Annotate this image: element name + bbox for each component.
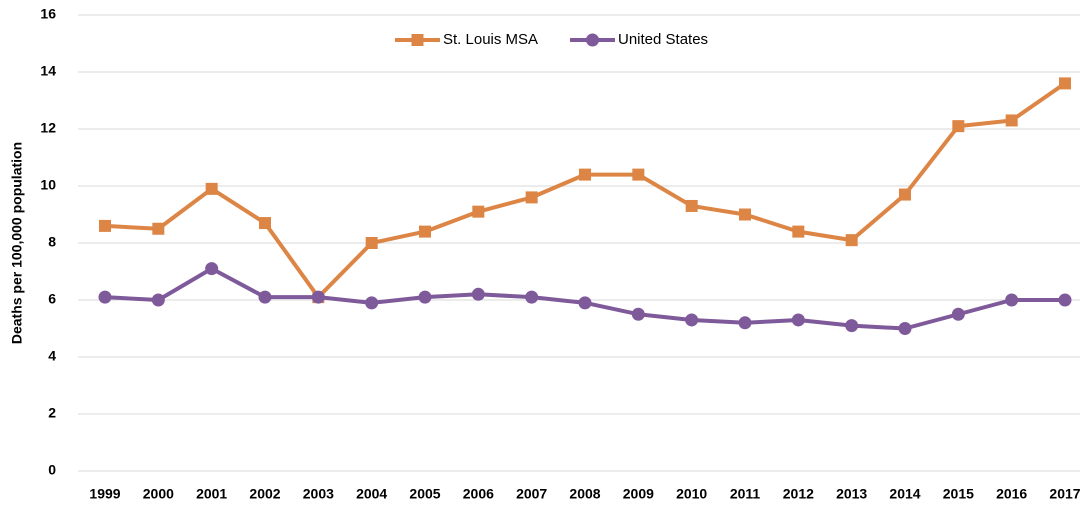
marker <box>632 168 645 181</box>
series-line <box>104 81 1067 300</box>
marker <box>525 191 538 204</box>
marker <box>952 120 965 133</box>
x-tick-label: 2010 <box>676 486 707 502</box>
marker <box>525 290 539 304</box>
marker <box>419 225 431 238</box>
marker <box>471 287 485 301</box>
x-tick-label: 2002 <box>249 486 280 502</box>
x-tick-label: 2001 <box>196 486 227 502</box>
x-tick-label: 2005 <box>409 486 440 502</box>
marker <box>791 313 805 327</box>
marker <box>1058 293 1072 307</box>
x-tick-label: 2007 <box>516 486 547 502</box>
legend-text: United States <box>618 31 708 48</box>
marker <box>311 290 325 304</box>
x-tick-label: 2003 <box>303 486 334 502</box>
marker <box>951 307 965 321</box>
x-tick-label: 2000 <box>143 486 174 502</box>
x-tick-label: 2008 <box>569 486 600 502</box>
x-tick-label: 2004 <box>356 486 387 502</box>
y-tick-label: 6 <box>48 291 56 307</box>
legend-marker <box>586 33 599 47</box>
y-tick-label: 14 <box>40 63 56 79</box>
marker <box>738 316 752 330</box>
marker <box>685 199 698 212</box>
x-tick-label: 2011 <box>730 486 761 502</box>
marker <box>685 313 699 327</box>
marker <box>418 290 432 304</box>
marker <box>365 237 378 249</box>
x-tick-label: 2016 <box>996 486 1027 502</box>
marker <box>258 290 272 304</box>
x-tick-label: 2017 <box>1049 486 1080 502</box>
x-tick-label: 2006 <box>463 486 494 502</box>
y-tick-label: 12 <box>40 120 56 136</box>
x-tick-label: 2012 <box>783 486 814 502</box>
marker <box>845 234 858 247</box>
marker <box>205 182 218 195</box>
x-tick-label: 2013 <box>836 486 867 502</box>
marker <box>792 225 805 238</box>
y-tick-label: 0 <box>48 462 56 478</box>
y-tick-label: 2 <box>48 405 56 421</box>
marker <box>898 322 912 335</box>
marker <box>99 219 111 232</box>
marker <box>152 222 165 235</box>
y-tick-label: 8 <box>48 234 56 250</box>
legend-marker <box>411 34 424 46</box>
marker <box>151 293 165 307</box>
marker <box>365 296 379 310</box>
marker <box>472 205 485 218</box>
y-axis-label: Deaths per 100,000 population <box>9 142 25 344</box>
marker <box>578 296 592 310</box>
marker <box>579 168 591 181</box>
marker <box>631 307 645 321</box>
y-tick-label: 10 <box>40 177 56 193</box>
marker <box>739 208 751 221</box>
x-tick-label: 2015 <box>943 486 974 502</box>
marker <box>259 217 271 230</box>
marker <box>1005 114 1018 127</box>
y-tick-label: 4 <box>48 348 56 364</box>
x-tick-label: 2009 <box>623 486 654 502</box>
marker <box>1005 293 1019 307</box>
marker <box>845 319 859 333</box>
x-tick-label: 1999 <box>89 486 120 502</box>
marker <box>899 188 911 201</box>
marker <box>205 262 219 276</box>
marker <box>1059 77 1071 90</box>
legend-text: St. Louis MSA <box>443 31 538 48</box>
x-tick-label: 2014 <box>889 486 920 502</box>
y-tick-label: 16 <box>40 6 56 22</box>
marker <box>98 290 112 304</box>
